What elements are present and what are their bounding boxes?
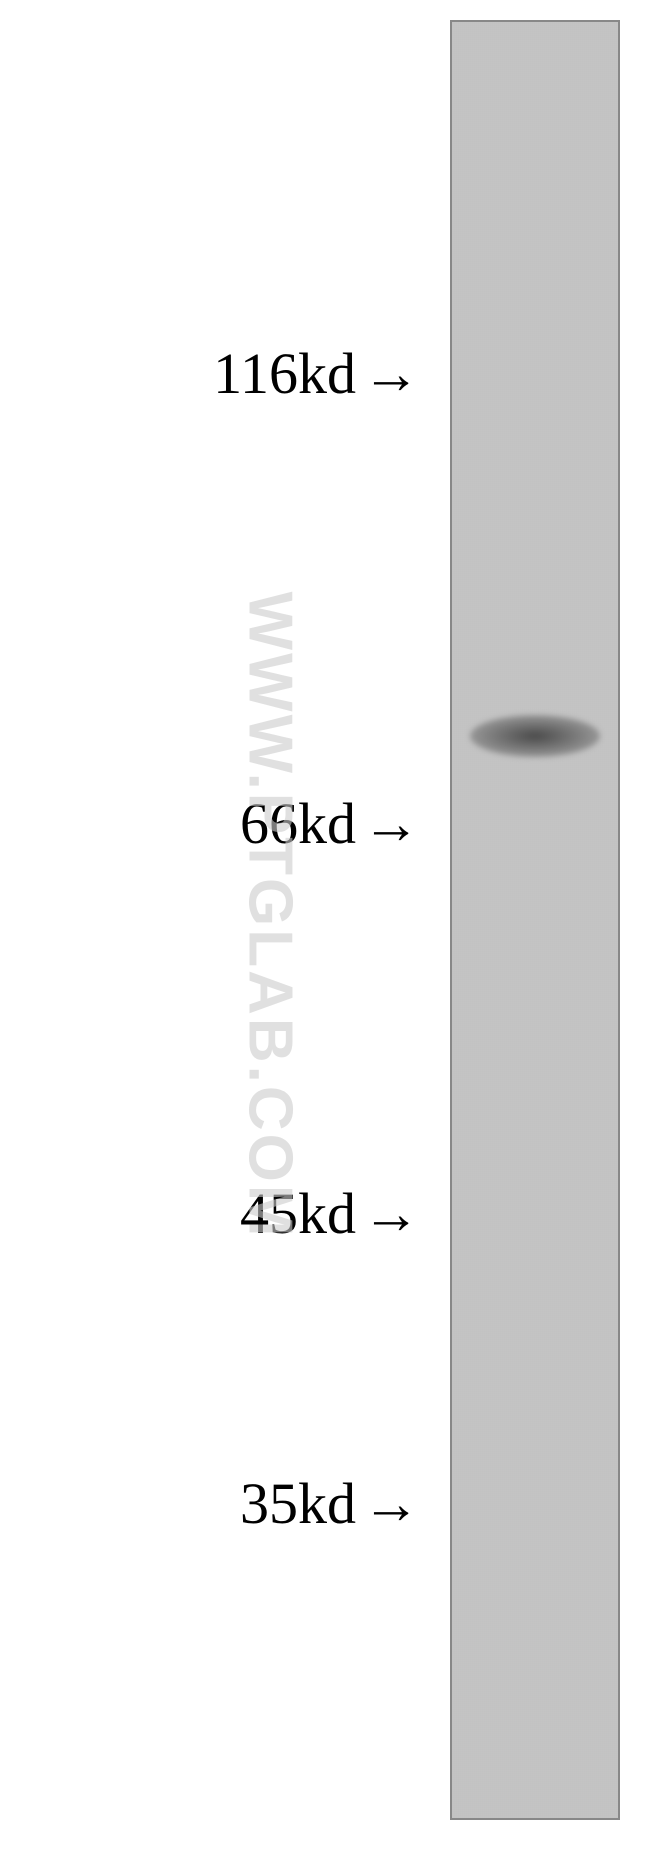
gel-lane [450, 20, 620, 1820]
mw-marker: 45kd→ [240, 1180, 420, 1247]
mw-marker-label: 35kd [240, 1470, 356, 1537]
blot-figure: 116kd→66kd→45kd→35kd→ WWW.PTGLAB.COM [0, 0, 650, 1855]
mw-marker-label: 116kd [213, 340, 356, 407]
mw-marker-label: 66kd [240, 790, 356, 857]
arrow-right-icon: → [362, 340, 420, 407]
arrow-right-icon: → [362, 790, 420, 857]
mw-marker-label: 45kd [240, 1180, 356, 1247]
protein-band [470, 715, 600, 757]
arrow-right-icon: → [362, 1180, 420, 1247]
mw-marker: 35kd→ [240, 1470, 420, 1537]
mw-marker: 116kd→ [213, 340, 420, 407]
arrow-right-icon: → [362, 1470, 420, 1537]
lane-texture [452, 22, 618, 1818]
mw-marker: 66kd→ [240, 790, 420, 857]
